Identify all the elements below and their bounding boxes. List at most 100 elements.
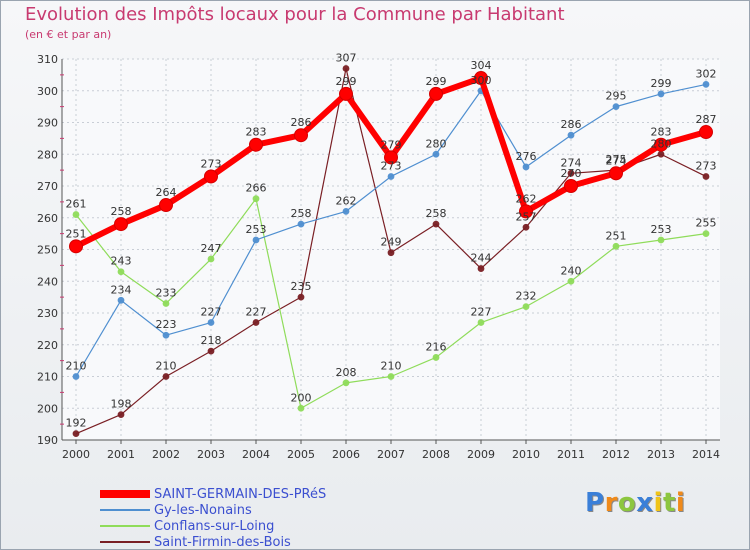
chart-legend: SAINT-GERMAIN-DES-PRéS Gy-les-Nonains Conf… (100, 486, 326, 550)
data-point (384, 150, 398, 165)
x-tick-label: 2008 (422, 448, 450, 461)
data-label: 264 (156, 186, 177, 199)
data-point (567, 169, 575, 177)
data-point (162, 300, 170, 307)
data-label: 273 (381, 159, 402, 172)
data-point (69, 239, 83, 254)
data-label: 279 (381, 138, 402, 151)
x-tick-label: 2009 (467, 448, 495, 461)
data-point (522, 223, 530, 231)
legend-label: Gy-les-Nonains (154, 502, 252, 518)
data-point (612, 103, 620, 111)
legend-label: Conflans-sur-Loing (154, 518, 275, 534)
data-point (297, 220, 305, 228)
data-label: 300 (471, 74, 492, 87)
y-tick-label: 280 (37, 148, 58, 161)
data-label: 262 (516, 192, 537, 205)
x-tick-label: 2001 (107, 448, 135, 461)
x-tick-label: 2004 (242, 448, 270, 461)
data-label: 261 (66, 198, 87, 211)
y-tick-label: 270 (37, 180, 58, 193)
data-label: 283 (246, 126, 267, 139)
data-point (207, 319, 215, 326)
data-label: 299 (426, 75, 447, 88)
data-label: 200 (291, 391, 312, 404)
chart-subtitle: (en € et par an) (25, 28, 112, 41)
data-point (432, 220, 440, 228)
data-point (297, 293, 305, 301)
data-point (387, 249, 395, 257)
data-label: 244 (471, 252, 492, 265)
data-point (522, 303, 530, 311)
data-point (342, 379, 350, 387)
data-point (114, 217, 128, 232)
data-label: 227 (246, 306, 267, 319)
data-point (564, 179, 578, 193)
data-point (612, 242, 620, 250)
data-point (474, 71, 488, 86)
data-point (252, 195, 260, 203)
data-label: 274 (561, 156, 582, 169)
data-point (342, 65, 350, 72)
data-label: 273 (201, 157, 222, 170)
data-point (297, 404, 305, 412)
data-label: 255 (696, 217, 717, 230)
y-tick-label: 210 (37, 371, 58, 384)
chart-title: Evolution des Impôts locaux pour la Comm… (25, 4, 565, 25)
x-tick-label: 2010 (512, 448, 540, 461)
data-label: 235 (291, 280, 312, 293)
data-label: 302 (696, 67, 717, 80)
data-point (162, 331, 170, 339)
data-label: 253 (246, 223, 267, 236)
data-point (387, 373, 395, 380)
data-label: 227 (471, 306, 492, 319)
proxiti-logo: Proxiti (585, 488, 685, 518)
data-point (657, 236, 665, 244)
y-tick-label: 240 (37, 275, 58, 288)
data-point (117, 411, 125, 419)
y-tick-label: 230 (37, 307, 58, 320)
data-point (657, 150, 665, 158)
data-label: 218 (201, 334, 222, 347)
y-tick-label: 310 (37, 53, 58, 66)
data-label: 257 (516, 210, 537, 223)
data-point (567, 131, 575, 139)
data-point (702, 173, 710, 180)
data-label: 270 (561, 167, 582, 180)
data-point (294, 128, 308, 143)
data-label: 275 (606, 153, 627, 166)
x-tick-label: 2012 (602, 448, 630, 461)
legend-swatch (100, 509, 150, 511)
data-label: 232 (516, 290, 537, 303)
data-point (117, 296, 125, 304)
y-tick-label: 220 (37, 339, 58, 352)
data-label: 307 (336, 52, 357, 65)
data-point (477, 319, 485, 326)
data-point (339, 86, 353, 101)
data-point (519, 204, 533, 219)
data-point (207, 255, 215, 263)
legend-item: SAINT-GERMAIN-DES-PRéS (100, 486, 326, 502)
data-point (609, 166, 623, 181)
data-label: 216 (426, 340, 447, 353)
data-point (204, 169, 218, 184)
data-label: 251 (606, 229, 627, 242)
legend-label: Saint-Firmin-des-Bois (154, 534, 291, 550)
y-tick-label: 250 (37, 244, 58, 257)
x-tick-label: 2007 (377, 448, 405, 461)
data-label: 273 (696, 159, 717, 172)
data-label: 240 (561, 264, 582, 277)
data-label: 287 (696, 113, 717, 126)
y-tick-label: 260 (37, 212, 58, 225)
legend-item: Saint-Firmin-des-Bois (100, 534, 326, 550)
data-label: 249 (381, 236, 402, 249)
data-label: 299 (651, 77, 672, 90)
data-point (207, 347, 215, 355)
y-tick-label: 190 (37, 434, 58, 447)
data-label: 210 (156, 360, 177, 373)
data-label: 208 (336, 366, 357, 379)
data-label: 304 (471, 59, 492, 72)
legend-item: Conflans-sur-Loing (100, 518, 326, 534)
y-tick-label: 300 (37, 85, 58, 98)
